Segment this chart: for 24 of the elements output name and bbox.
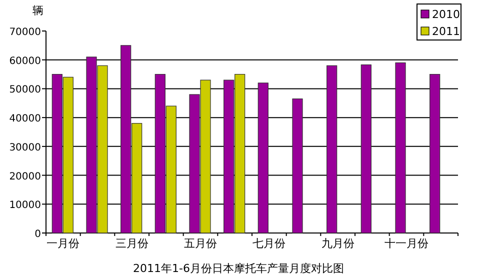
- y-tick-label: 10000: [9, 200, 41, 212]
- x-tick-label: 三月份: [115, 237, 148, 250]
- x-tick-label: 十一月份: [384, 237, 428, 250]
- y-tick-label: 0: [34, 229, 41, 240]
- bar: [258, 82, 268, 234]
- x-tick-label: 九月份: [321, 237, 354, 250]
- bar: [292, 98, 303, 234]
- text: 2011年1-6月份日本摩托车产量月度对比图: [133, 262, 344, 275]
- legend-label: 2010: [432, 8, 460, 21]
- bar: [395, 62, 406, 234]
- bar: [430, 74, 440, 234]
- x-tick-label: 七月份: [252, 237, 286, 250]
- x-tick-label: 一月份: [46, 237, 80, 250]
- y-axis-title: 辆: [32, 4, 44, 17]
- y-tick-label: 50000: [9, 84, 41, 96]
- y-tick-label: 30000: [9, 142, 41, 154]
- y-tick-label: 60000: [9, 56, 41, 67]
- legend-label: 2011: [432, 25, 460, 38]
- y-tick-label: 70000: [9, 27, 41, 38]
- bar: [360, 64, 372, 234]
- y-tick-label: 20000: [9, 171, 41, 182]
- bar: [326, 65, 338, 234]
- x-tick-label: 五月份: [184, 237, 217, 250]
- y-tick-label: 40000: [9, 114, 41, 125]
